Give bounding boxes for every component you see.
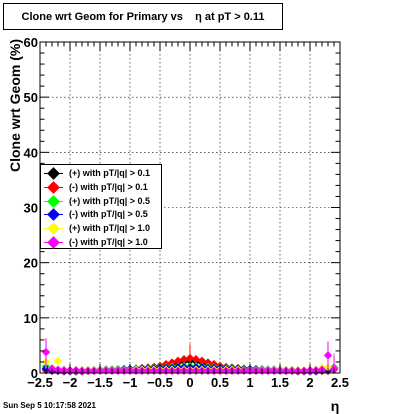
data-point: [53, 356, 63, 366]
legend-label: (-) with pT/|q| > 0.1: [69, 181, 148, 192]
legend-marker: [47, 208, 60, 222]
legend: (+) with pT/|q| > 0.1 (-) with pT/|q| > 0…: [40, 164, 162, 249]
y-tick-label: 30: [24, 201, 38, 216]
legend-label: (+) with pT/|q| > 1.0: [69, 223, 151, 234]
y-tick-label: 40: [24, 145, 38, 160]
axis-ticks: −2.5 −2 −1.5 −1 −0.5 0 0.5 1 1.5 2 2.5 0 10 20 30 40 50 6…: [24, 35, 350, 390]
legend-entry: (+) with pT/|q| > 1.0: [41, 222, 163, 236]
data-point: [173, 356, 183, 366]
x-tick-label: 2: [306, 375, 313, 390]
y-axis-label: Clone wrt Geom (%): [7, 39, 23, 172]
timestamp: Sun Sep 5 10:17:58 2021: [3, 401, 96, 410]
legend-label: (+) with pT/|q| > 0.5: [69, 195, 151, 206]
data-point: [323, 351, 333, 360]
data-point: [185, 353, 195, 363]
legend-marker: [47, 194, 60, 208]
data-point: [197, 356, 207, 366]
data-point: [179, 355, 189, 364]
x-tick-label: 1.5: [271, 375, 289, 390]
legend-entry: (-) with pT/|q| > 0.1: [41, 180, 163, 195]
x-tick-label: −1: [123, 375, 138, 390]
x-tick-label: 0.5: [211, 375, 229, 390]
x-tick-label: −2: [63, 375, 78, 390]
data-point: [203, 358, 213, 367]
x-tick-label: 0: [186, 375, 193, 390]
y-tick-label: 50: [24, 90, 38, 105]
legend-marker: [47, 222, 60, 236]
y-tick-label: 60: [24, 35, 38, 50]
legend-entry: (-) with pT/|q| > 0.5: [41, 208, 163, 222]
legend-entry: (-) with pT/|q| > 1.0: [41, 236, 163, 250]
legend-label: (-) with pT/|q| > 0.5: [69, 209, 148, 220]
y-tick-label: 0: [31, 366, 38, 381]
x-axis-label: η: [331, 398, 340, 414]
y-tick-label: 10: [24, 311, 38, 326]
legend-label: (+) with pT/|q| > 0.1: [69, 168, 151, 178]
x-tick-label: 1: [246, 375, 253, 390]
legend-marker: [47, 180, 60, 194]
data-point: [191, 355, 201, 364]
legend-marker: [47, 236, 60, 249]
legend-marker: [47, 167, 60, 180]
legend-label: (-) with pT/|q| > 1.0: [69, 237, 148, 247]
x-tick-label: −1.5: [87, 375, 113, 390]
y-tick-label: 20: [24, 256, 38, 271]
x-tick-label: −0.5: [147, 375, 173, 390]
legend-entry: (+) with pT/|q| > 0.1: [41, 167, 163, 181]
x-tick-label: 2.5: [331, 375, 349, 390]
legend-entry: (+) with pT/|q| > 0.5: [41, 194, 163, 209]
data-point: [41, 347, 51, 357]
x-tick-label: −2.5: [27, 375, 53, 390]
chart-title: Clone wrt Geom for Primary vs η at pT > …: [3, 3, 283, 30]
data-point: [167, 358, 177, 367]
